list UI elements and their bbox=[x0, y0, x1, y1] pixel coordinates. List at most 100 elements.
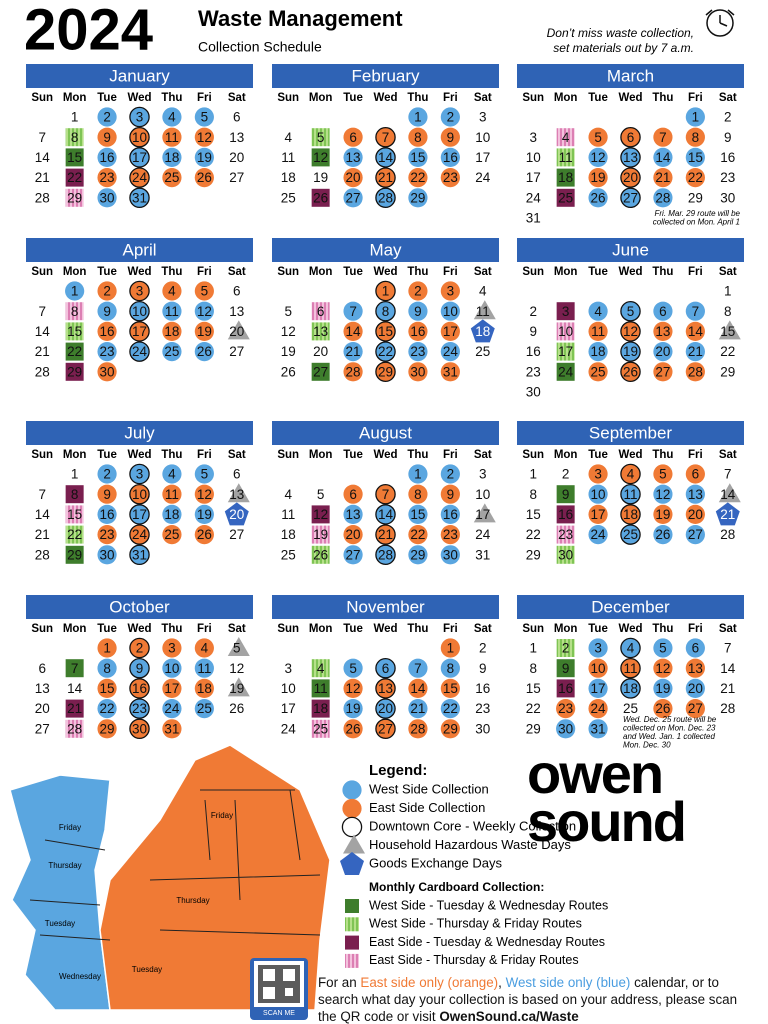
day-number: 15 bbox=[410, 150, 425, 165]
month-name: February bbox=[351, 66, 420, 85]
weekday: Fri bbox=[443, 266, 458, 278]
cardboard-mark bbox=[556, 639, 575, 657]
collection-mark bbox=[129, 657, 150, 679]
day-number: 10 bbox=[132, 487, 147, 502]
collection-mark bbox=[343, 342, 363, 362]
day-number: 27 bbox=[229, 344, 244, 359]
collection-mark bbox=[375, 300, 396, 322]
collection-mark bbox=[653, 699, 673, 719]
day-number: 3 bbox=[529, 130, 537, 145]
day-number: 17 bbox=[475, 507, 490, 522]
qr-code[interactable] bbox=[250, 958, 308, 1020]
day-number: 28 bbox=[35, 547, 50, 562]
collection-mark bbox=[653, 658, 673, 678]
weekday: Fri bbox=[688, 449, 703, 461]
legend-label: Goods Exchange Days bbox=[369, 855, 502, 870]
day-number: 14 bbox=[688, 324, 704, 339]
collection-mark bbox=[162, 658, 182, 678]
day-number: 29 bbox=[100, 721, 115, 736]
notice: Don’t miss waste collection, bbox=[547, 26, 694, 40]
collection-mark bbox=[97, 719, 117, 739]
collection-mark bbox=[440, 301, 460, 321]
day-number: 11 bbox=[165, 487, 179, 502]
weekday: Fri bbox=[197, 449, 212, 461]
day-number: 9 bbox=[103, 130, 111, 145]
day-number: 26 bbox=[313, 190, 328, 205]
day-number: 25 bbox=[313, 721, 328, 736]
day-number: 14 bbox=[35, 324, 51, 339]
collection-mark bbox=[162, 321, 182, 341]
day-number: 5 bbox=[627, 304, 635, 319]
day-number: 19 bbox=[591, 170, 606, 185]
collection-mark bbox=[343, 127, 363, 147]
day-number: 21 bbox=[655, 170, 670, 185]
collection-mark bbox=[408, 147, 428, 167]
legend-label: West Side - Tuesday & Wednesday Routes bbox=[369, 898, 608, 912]
collection-mark bbox=[194, 321, 214, 341]
day-number: 1 bbox=[529, 467, 537, 482]
day-number: 26 bbox=[229, 701, 244, 716]
collection-mark bbox=[129, 321, 150, 342]
map-label: Thursday bbox=[176, 896, 209, 905]
collection-mark bbox=[588, 678, 608, 699]
collection-mark bbox=[343, 525, 363, 545]
collection-mark bbox=[588, 525, 608, 545]
day-number: 4 bbox=[201, 641, 209, 656]
collection-mark bbox=[375, 718, 396, 740]
day-number: 25 bbox=[164, 344, 179, 359]
day-number: 8 bbox=[71, 130, 79, 145]
day-number: 19 bbox=[229, 681, 244, 696]
collection-mark bbox=[653, 188, 673, 208]
collection-mark bbox=[408, 504, 428, 524]
collection-mark bbox=[620, 187, 641, 209]
collection-mark bbox=[375, 147, 396, 168]
day-number: 20 bbox=[229, 507, 244, 522]
month-name: April bbox=[122, 240, 156, 259]
weekday: Wed bbox=[618, 623, 642, 635]
day-number: 29 bbox=[378, 364, 393, 379]
cardboard-mark bbox=[556, 525, 575, 544]
collection-mark bbox=[620, 126, 641, 148]
day-number: 30 bbox=[100, 364, 115, 379]
legend-label: West Side - Thursday & Friday Routes bbox=[369, 917, 582, 931]
weekday: Tue bbox=[588, 449, 608, 461]
day-number: 28 bbox=[67, 721, 82, 736]
collection-mark bbox=[408, 342, 428, 362]
day-number: 17 bbox=[132, 150, 147, 165]
day-number: 7 bbox=[38, 304, 46, 319]
day-number: 1 bbox=[724, 284, 732, 299]
weekday: Fri bbox=[443, 92, 458, 104]
website-link[interactable]: OwenSound.ca/Waste bbox=[439, 1009, 579, 1024]
hazardous-mark bbox=[227, 483, 250, 503]
collection-mark bbox=[440, 147, 460, 167]
day-number: 22 bbox=[526, 701, 541, 716]
collection-mark bbox=[408, 188, 428, 208]
weekday: Thu bbox=[161, 266, 182, 278]
legend-label: Household Hazardous Waste Days bbox=[369, 837, 571, 852]
collection-mark bbox=[408, 658, 428, 678]
footer-text: calendar, or to search what day your col… bbox=[318, 975, 738, 1024]
day-number: 14 bbox=[720, 661, 736, 676]
collection-mark bbox=[440, 484, 460, 504]
collection-mark bbox=[440, 545, 460, 565]
day-number: 11 bbox=[197, 661, 211, 676]
day-number: 23 bbox=[558, 527, 573, 542]
collection-mark bbox=[97, 127, 117, 147]
day-number: 7 bbox=[71, 661, 79, 676]
day-number: 25 bbox=[281, 190, 296, 205]
day-number: 4 bbox=[317, 661, 325, 676]
day-number: 22 bbox=[378, 344, 393, 359]
goods-mark bbox=[715, 502, 740, 526]
day-number: 30 bbox=[100, 190, 115, 205]
day-number: 15 bbox=[67, 324, 82, 339]
day-number: 7 bbox=[414, 661, 422, 676]
collection-mark bbox=[588, 699, 608, 719]
day-number: 5 bbox=[201, 110, 209, 125]
day-number: 2 bbox=[103, 110, 111, 125]
collection-mark bbox=[343, 719, 363, 739]
collection-mark bbox=[620, 167, 641, 188]
cardboard-mark bbox=[65, 148, 84, 167]
collection-mark bbox=[440, 678, 460, 699]
collection-mark bbox=[375, 524, 396, 545]
day-number: 10 bbox=[132, 130, 147, 145]
